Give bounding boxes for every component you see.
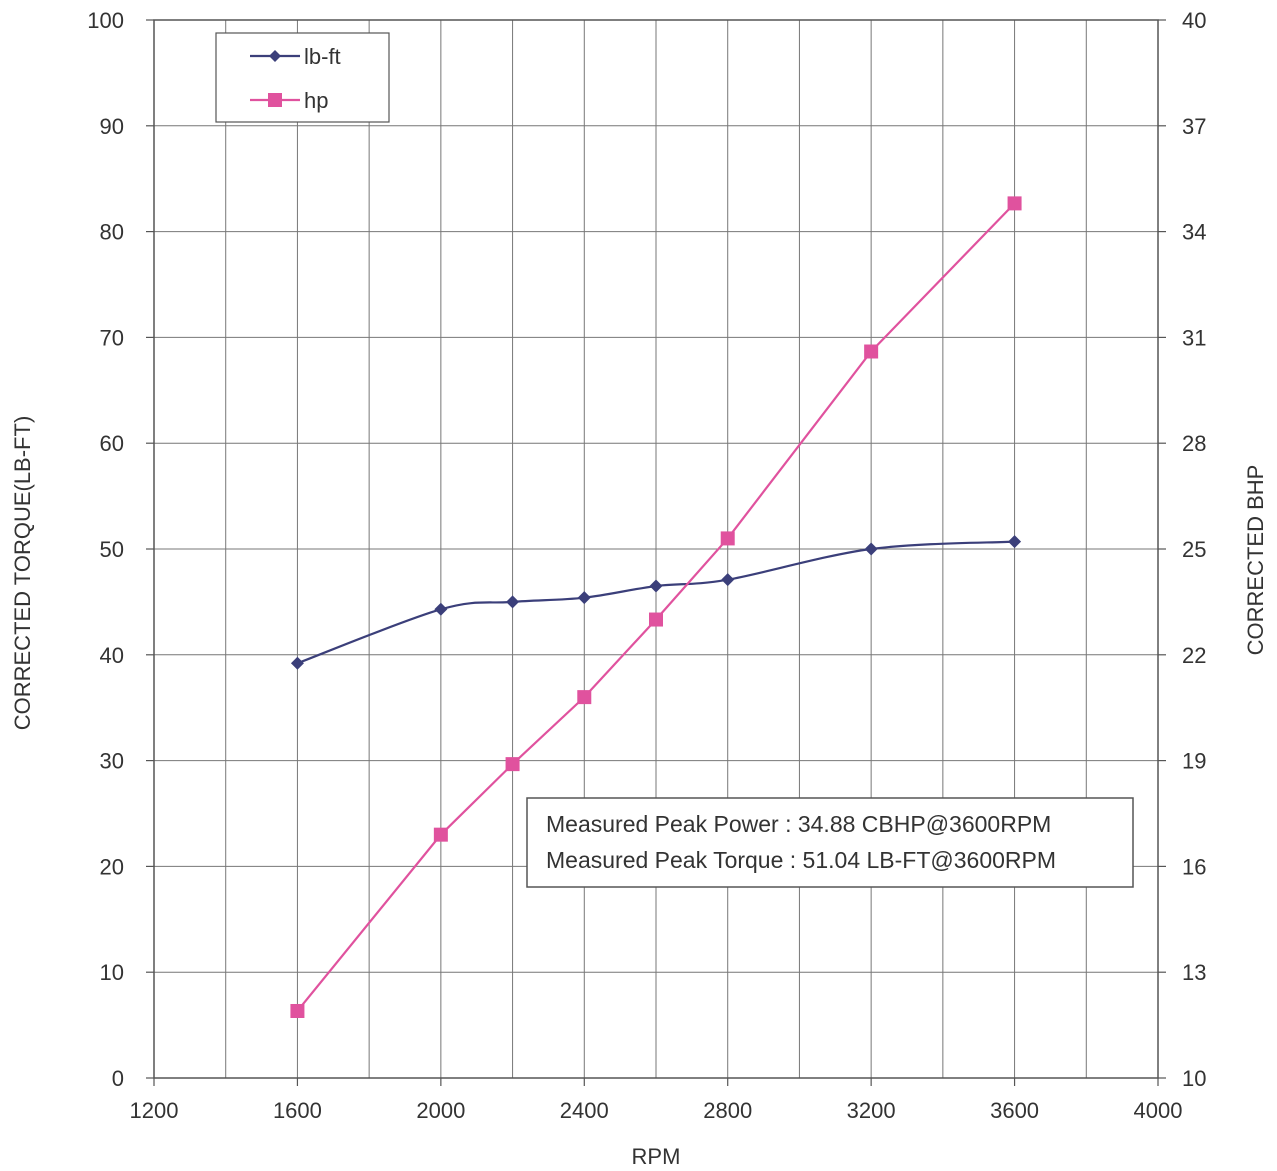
x-tick-label: 3200 <box>847 1098 896 1123</box>
x-axis-title: RPM <box>632 1144 681 1169</box>
series-line-hp <box>296 202 1016 1012</box>
legend-box <box>215 32 390 123</box>
data-point-hp <box>720 531 735 546</box>
data-point-lbft <box>577 591 591 605</box>
left-axis-title: CORRECTED TORQUE(LB-FT) <box>10 416 35 731</box>
data-point-hp <box>505 757 520 772</box>
right-y-tick-label: 22 <box>1182 643 1206 668</box>
annotation-peak-torque: Measured Peak Torque : 51.04 LB-FT@3600R… <box>546 847 1056 873</box>
data-point-lbft <box>864 542 878 556</box>
x-tick-label: 2000 <box>416 1098 465 1123</box>
left-y-tick-label: 0 <box>112 1066 124 1091</box>
data-point-lbft <box>721 573 735 587</box>
right-y-tick-label: 28 <box>1182 431 1206 456</box>
data-point-lbft <box>290 656 304 670</box>
diamond-icon <box>269 50 281 62</box>
x-tick-label: 2800 <box>703 1098 752 1123</box>
right-y-tick-label: 34 <box>1182 220 1206 245</box>
data-point-lbft <box>434 602 448 616</box>
annotation-box: Measured Peak Power : 34.88 CBHP@3600RPM… <box>526 797 1134 888</box>
data-point-hp <box>649 612 663 627</box>
x-tick-label: 4000 <box>1134 1098 1183 1123</box>
left-y-tick-label: 10 <box>100 960 124 985</box>
x-tick-label: 1200 <box>130 1098 179 1123</box>
data-point-lbft <box>649 579 663 593</box>
left-y-tick-label: 60 <box>100 431 124 456</box>
left-y-tick-label: 30 <box>100 749 124 774</box>
left-y-tick-label: 100 <box>87 8 124 33</box>
left-y-tick-label: 40 <box>100 643 124 668</box>
right-y-tick-label: 16 <box>1182 854 1206 879</box>
left-y-tick-label: 20 <box>100 854 124 879</box>
right-y-tick-label: 10 <box>1182 1066 1206 1091</box>
data-point-lbft <box>1008 535 1022 549</box>
data-point-lbft <box>506 595 520 609</box>
square-icon <box>268 93 282 107</box>
x-tick-label: 3600 <box>990 1098 1039 1123</box>
data-point-hp <box>577 690 592 705</box>
left-y-tick-label: 50 <box>100 537 124 562</box>
right-y-tick-label: 37 <box>1182 114 1206 139</box>
right-y-tick-label: 19 <box>1182 749 1206 774</box>
data-point-hp <box>433 827 448 842</box>
x-tick-label: 1600 <box>273 1098 322 1123</box>
right-axis-title: CORRECTED BHP <box>1243 465 1268 656</box>
left-y-tick-label: 90 <box>100 114 124 139</box>
annotation-frame <box>526 797 1134 888</box>
right-y-tick-label: 31 <box>1182 325 1206 350</box>
right-y-tick-label: 40 <box>1182 8 1206 33</box>
data-point-hp <box>864 344 879 359</box>
left-y-tick-label: 70 <box>100 325 124 350</box>
series-layer <box>290 196 1022 1018</box>
annotation-peak-power: Measured Peak Power : 34.88 CBHP@3600RPM <box>546 811 1051 837</box>
legend-label-lbft: lb-ft <box>304 44 341 69</box>
legend-label-hp: hp <box>304 88 328 113</box>
left-y-tick-label: 80 <box>100 220 124 245</box>
data-point-hp <box>1007 196 1022 211</box>
x-tick-label: 2400 <box>560 1098 609 1123</box>
data-point-hp <box>290 1003 305 1018</box>
legend: lb-ft hp <box>215 32 390 123</box>
right-y-tick-label: 25 <box>1182 537 1206 562</box>
right-y-tick-label: 13 <box>1182 960 1206 985</box>
ticks: 1200 1600 2000 2400 2800 3200 3600 4000 0 10 20 30 4… <box>87 8 1206 1123</box>
